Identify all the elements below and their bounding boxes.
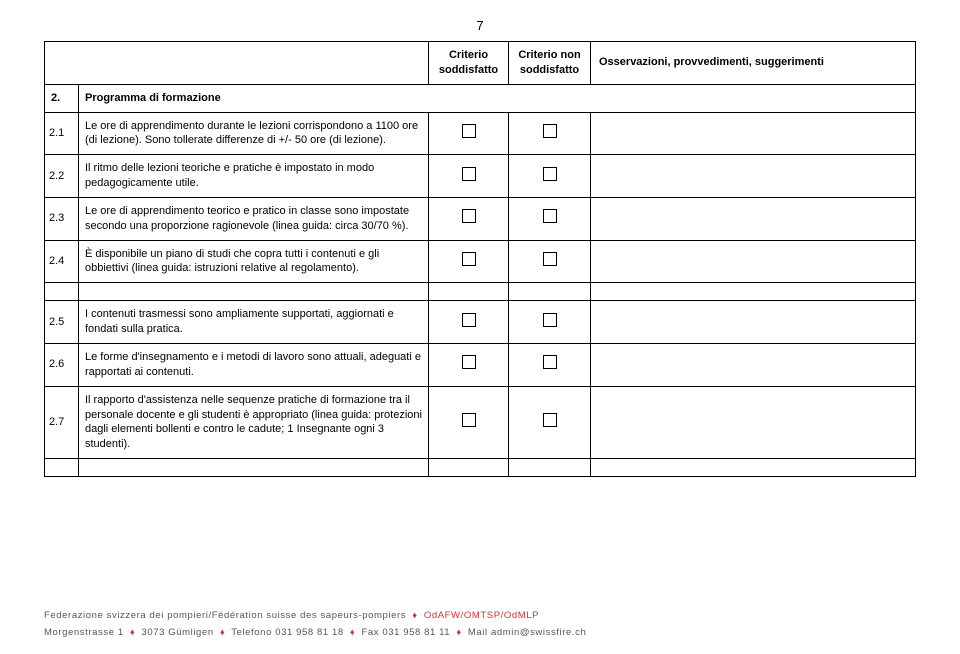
checkbox-icon: [462, 355, 476, 369]
table-row: 2.2 Il ritmo delle lezioni teoriche e pr…: [45, 155, 916, 198]
row-text: Le ore di apprendimento durante le lezio…: [79, 112, 429, 155]
table-row: 2.7 Il rapporto d'assistenza nelle seque…: [45, 386, 916, 458]
row-num: 2.6: [45, 343, 79, 386]
table-header-row: Criterio soddisfatto Criterio non soddis…: [45, 42, 916, 85]
footer-tel: Telefono 031 958 81 18: [231, 627, 344, 638]
row-num: 2.4: [45, 240, 79, 283]
section-title: Programma di formazione: [79, 84, 916, 112]
spacer-row: [45, 283, 916, 301]
row-text: Le ore di apprendimento teorico e pratic…: [79, 197, 429, 240]
checkbox-icon: [543, 167, 557, 181]
row-num: 2.2: [45, 155, 79, 198]
checkbox-icon: [543, 124, 557, 138]
footer-fax: Fax 031 958 81 11: [361, 627, 450, 638]
diamond-icon: ♦: [130, 625, 135, 639]
checkbox-icon: [462, 413, 476, 427]
row-obs[interactable]: [591, 197, 916, 240]
diamond-icon: ♦: [456, 625, 461, 639]
check-satisfied[interactable]: [429, 301, 509, 344]
footer-org1: Federazione svizzera dei pompieri/Fédéra…: [44, 610, 406, 621]
table-row: 2.5 I contenuti trasmessi sono ampliamen…: [45, 301, 916, 344]
row-obs[interactable]: [591, 386, 916, 458]
header-blank-2: [79, 42, 429, 85]
row-text: I contenuti trasmessi sono ampliamente s…: [79, 301, 429, 344]
check-not-satisfied[interactable]: [509, 240, 591, 283]
footer-line-1: Federazione svizzera dei pompieri/Fédéra…: [44, 608, 916, 623]
check-satisfied[interactable]: [429, 386, 509, 458]
row-obs[interactable]: [591, 240, 916, 283]
criteria-table: Criterio soddisfatto Criterio non soddis…: [44, 41, 916, 477]
footer-org2: OdAFW/OMTSP/OdMLP: [424, 610, 539, 621]
table-row: 2.1 Le ore di apprendimento durante le l…: [45, 112, 916, 155]
diamond-icon: ♦: [350, 625, 355, 639]
diamond-icon: ♦: [412, 608, 417, 622]
checkbox-icon: [462, 124, 476, 138]
check-satisfied[interactable]: [429, 240, 509, 283]
check-satisfied[interactable]: [429, 197, 509, 240]
footer-mail: Mail admin@swissfire.ch: [468, 627, 586, 638]
check-not-satisfied[interactable]: [509, 155, 591, 198]
page-number: 7: [44, 18, 916, 33]
row-text: Il ritmo delle lezioni teoriche e pratic…: [79, 155, 429, 198]
check-not-satisfied[interactable]: [509, 343, 591, 386]
checkbox-icon: [543, 313, 557, 327]
spacer-row: [45, 459, 916, 477]
check-not-satisfied[interactable]: [509, 386, 591, 458]
row-obs[interactable]: [591, 112, 916, 155]
header-blank-1: [45, 42, 79, 85]
row-num: 2.1: [45, 112, 79, 155]
footer-city: 3073 Gümligen: [141, 627, 213, 638]
row-obs[interactable]: [591, 301, 916, 344]
header-observations: Osservazioni, provvedimenti, suggeriment…: [591, 42, 916, 85]
footer-line-2: Morgenstrasse 1 ♦ 3073 Gümligen ♦ Telefo…: [44, 625, 916, 640]
row-num: 2.5: [45, 301, 79, 344]
checkbox-icon: [462, 252, 476, 266]
checkbox-icon: [543, 252, 557, 266]
footer: Federazione svizzera dei pompieri/Fédéra…: [44, 608, 916, 640]
row-obs[interactable]: [591, 155, 916, 198]
table-row: 2.6 Le forme d'insegnamento e i metodi d…: [45, 343, 916, 386]
checkbox-icon: [543, 209, 557, 223]
header-not-satisfied: Criterio non soddisfatto: [509, 42, 591, 85]
row-text: Le forme d'insegnamento e i metodi di la…: [79, 343, 429, 386]
checkbox-icon: [543, 413, 557, 427]
section-row: 2. Programma di formazione: [45, 84, 916, 112]
checkbox-icon: [462, 209, 476, 223]
check-satisfied[interactable]: [429, 112, 509, 155]
row-text: Il rapporto d'assistenza nelle sequenze …: [79, 386, 429, 458]
row-num: 2.3: [45, 197, 79, 240]
check-satisfied[interactable]: [429, 343, 509, 386]
row-obs[interactable]: [591, 343, 916, 386]
table-row: 2.3 Le ore di apprendimento teorico e pr…: [45, 197, 916, 240]
row-text: È disponibile un piano di studi che copr…: [79, 240, 429, 283]
table-row: 2.4 È disponibile un piano di studi che …: [45, 240, 916, 283]
check-not-satisfied[interactable]: [509, 112, 591, 155]
header-satisfied: Criterio soddisfatto: [429, 42, 509, 85]
row-num: 2.7: [45, 386, 79, 458]
checkbox-icon: [462, 313, 476, 327]
check-not-satisfied[interactable]: [509, 197, 591, 240]
checkbox-icon: [462, 167, 476, 181]
check-not-satisfied[interactable]: [509, 301, 591, 344]
footer-street: Morgenstrasse 1: [44, 627, 124, 638]
check-satisfied[interactable]: [429, 155, 509, 198]
section-num: 2.: [45, 84, 79, 112]
diamond-icon: ♦: [220, 625, 225, 639]
checkbox-icon: [543, 355, 557, 369]
